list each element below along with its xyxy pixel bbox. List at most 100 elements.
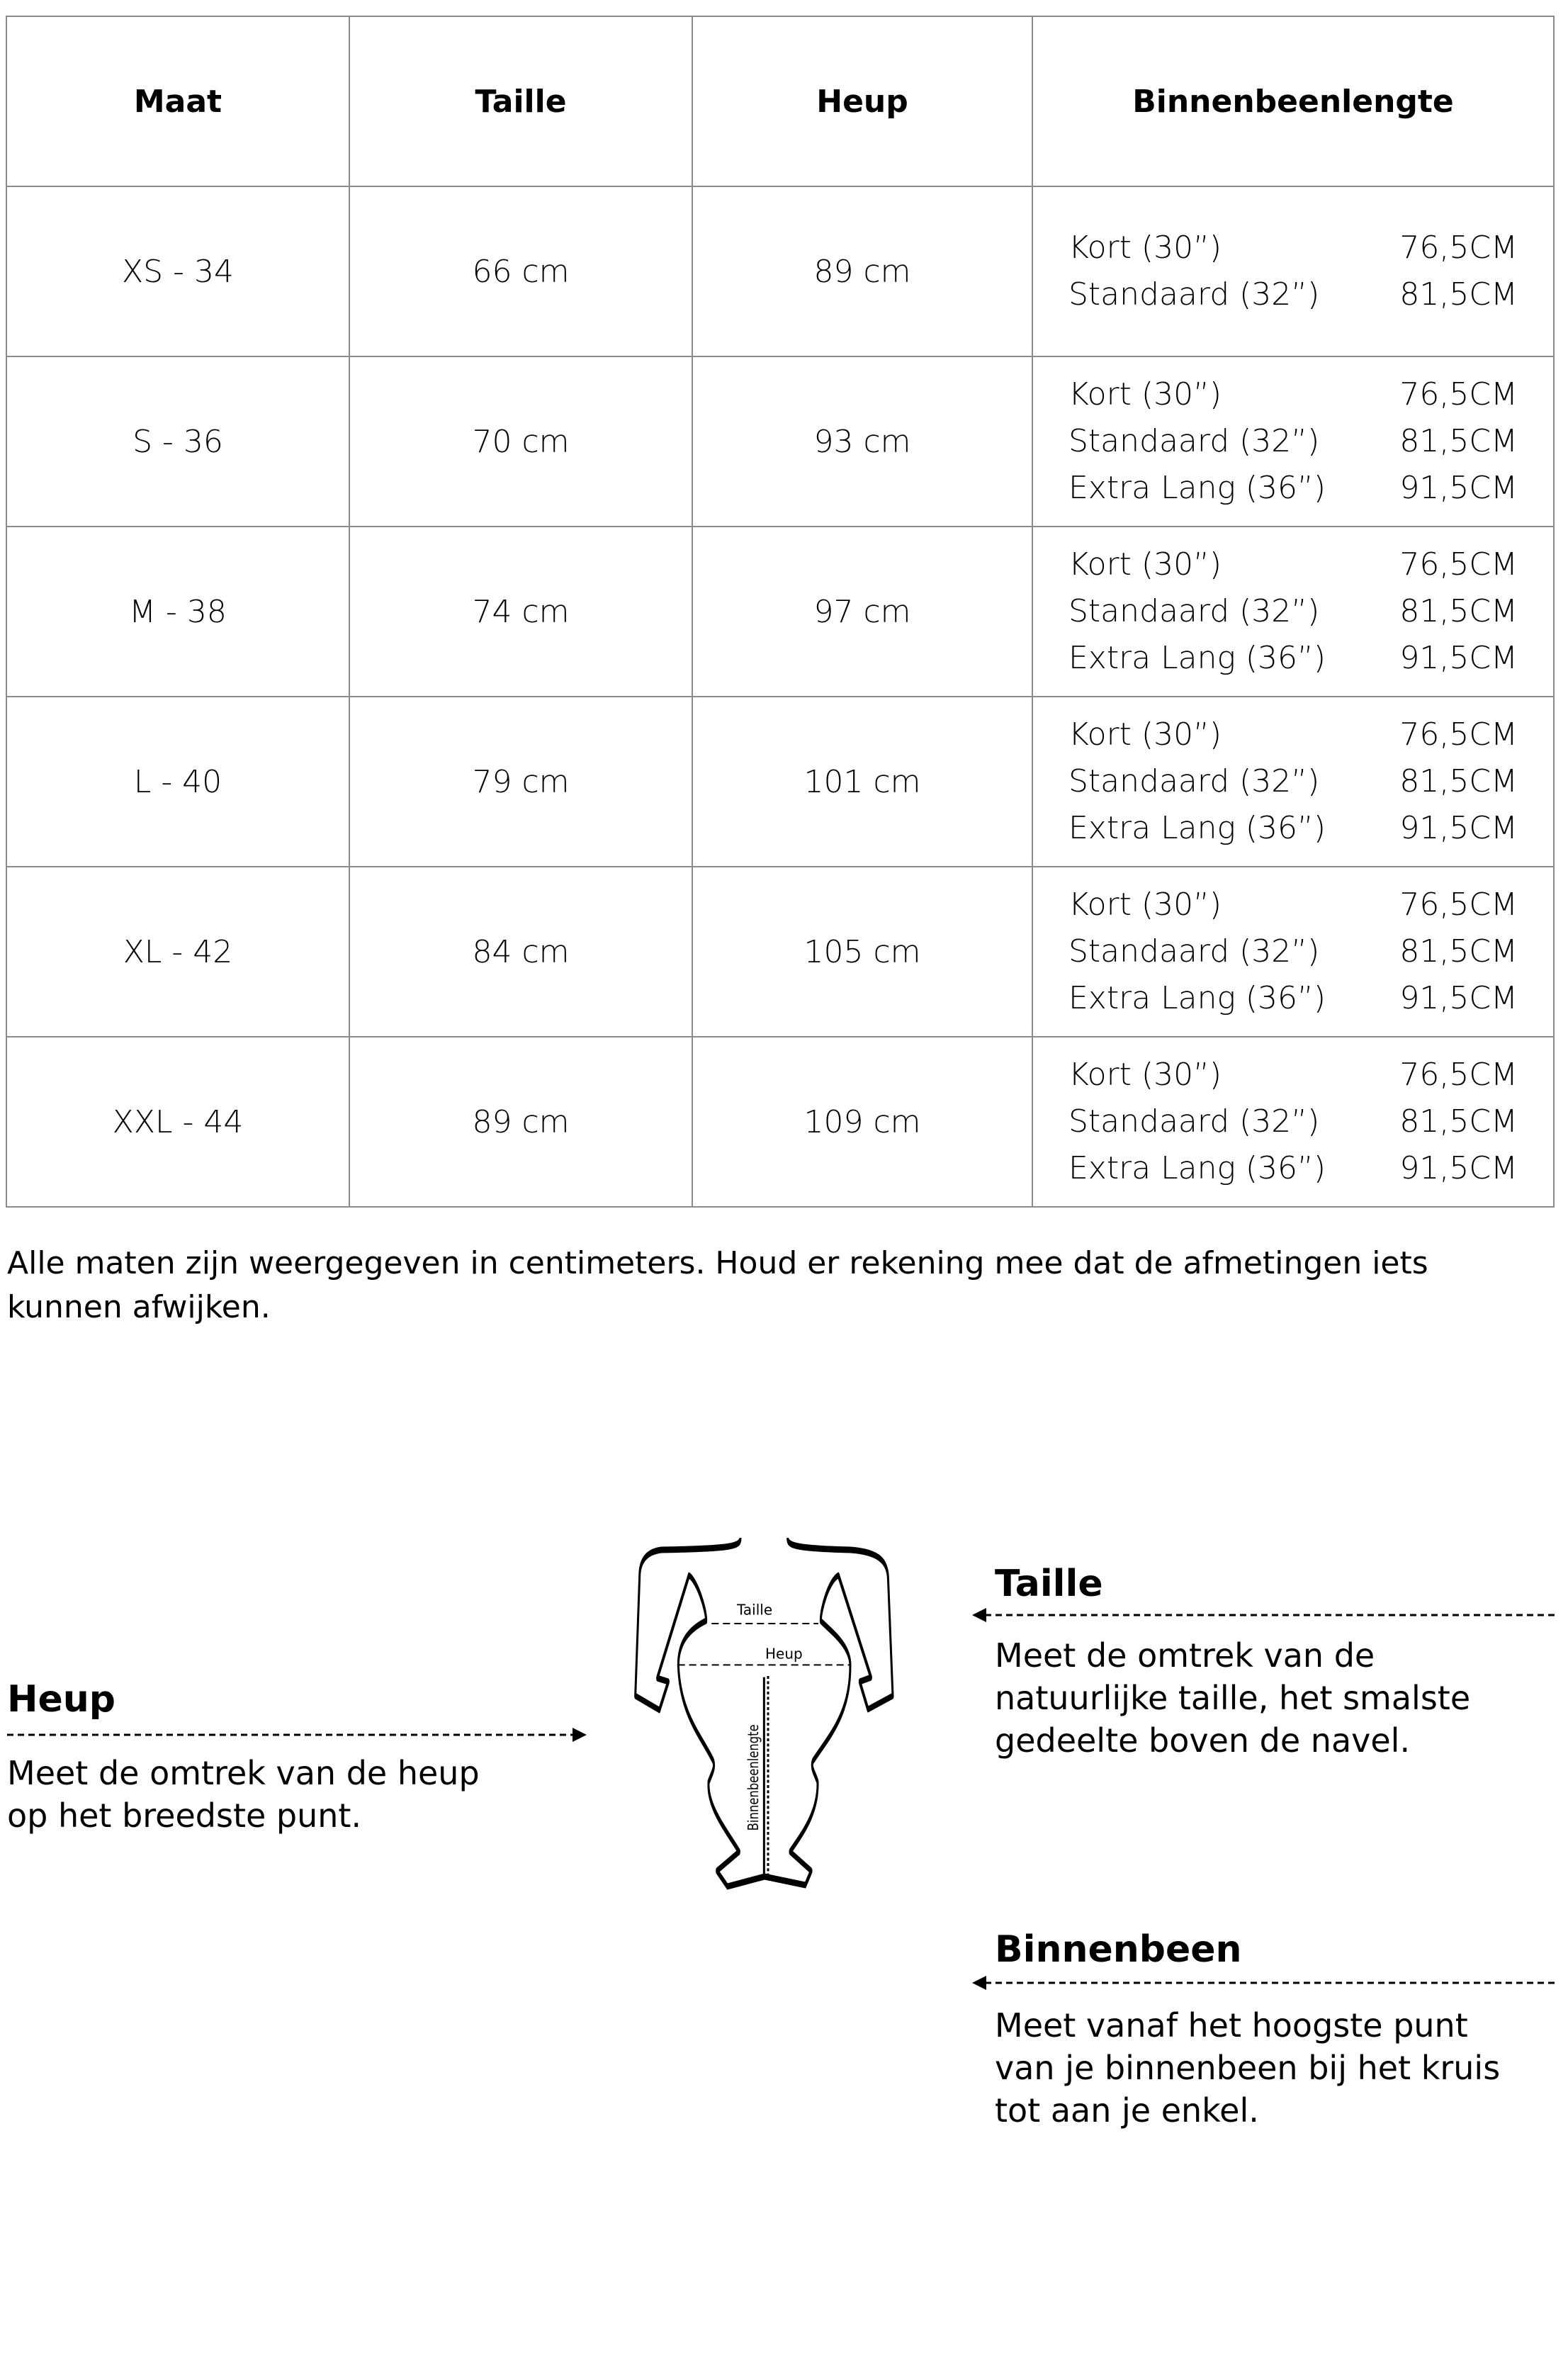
heup-title: Heup — [7, 1678, 116, 1721]
table-row: XXL - 44 89 cm 109 cm Kort (30”) 76,5CM Stand… — [6, 1036, 1555, 1208]
cell-waist: 70 cm — [349, 356, 693, 527]
inseam-value: 91,5CM — [1399, 470, 1518, 506]
inseam-option: Extra Lang (36”) 91,5CM — [1068, 467, 1518, 510]
cell-hip: 105 cm — [692, 866, 1033, 1037]
cell-hip: 109 cm — [692, 1036, 1033, 1208]
inseam-value: 76,5CM — [1399, 546, 1518, 583]
column-header: Maat — [6, 16, 350, 187]
inseam-value: 91,5CM — [1399, 810, 1518, 846]
inseam-option: Kort (30”) 76,5CM — [1068, 1054, 1518, 1096]
taille-line: natuurlijke taille, het smalste — [995, 1679, 1471, 1717]
binnenbeen-line: Meet vanaf het hoogste punt — [995, 2006, 1468, 2045]
inseam-label: Extra Lang (36”) — [1068, 810, 1326, 846]
cell-waist: 74 cm — [349, 526, 693, 697]
column-header: Heup — [692, 16, 1033, 187]
cell-size: XXL - 44 — [6, 1036, 350, 1208]
inseam-value: 81,5CM — [1399, 763, 1518, 799]
inseam-option: Standaard (32”) 81,5CM — [1068, 930, 1518, 973]
table-row: L - 40 79 cm 101 cm Kort (30”) 76,5CM Standaa… — [6, 696, 1555, 867]
body-figure-illustration: Taille Heup Binnenbeenlengte — [634, 1537, 894, 1890]
heup-line: op het breedste punt. — [7, 1796, 362, 1835]
taille-arrow — [972, 1608, 1559, 1622]
inseam-value: 81,5CM — [1399, 933, 1518, 969]
inseam-value: 76,5CM — [1399, 887, 1518, 923]
inseam-option: Extra Lang (36”) 91,5CM — [1068, 807, 1518, 850]
inseam-label: Standaard (32”) — [1068, 933, 1320, 969]
inseam-value: 91,5CM — [1399, 980, 1518, 1016]
binnenbeen-title: Binnenbeen — [995, 1928, 1242, 1971]
inseam-value: 81,5CM — [1399, 423, 1518, 459]
inseam-value: 81,5CM — [1399, 593, 1518, 629]
cell-inseam: Kort (30”) 76,5CM Standaard (32”) 81,5CM Ext… — [1032, 526, 1555, 697]
inseam-label: Standaard (32”) — [1068, 763, 1320, 799]
cell-inseam: Kort (30”) 76,5CM Standaard (32”) 81,5CM Ext… — [1032, 866, 1555, 1037]
inseam-option: Extra Lang (36”) 91,5CM — [1068, 637, 1518, 680]
cell-size: L - 40 — [6, 696, 350, 867]
heup-arrow — [7, 1728, 587, 1742]
inseam-option: Standaard (32”) 81,5CM — [1068, 760, 1518, 803]
heup-line: Meet de omtrek van de heup — [7, 1754, 480, 1792]
inseam-option: Kort (30”) 76,5CM — [1068, 714, 1518, 756]
cell-hip: 101 cm — [692, 696, 1033, 867]
inseam-option: Kort (30”) 76,5CM — [1068, 884, 1518, 926]
inseam-label: Extra Lang (36”) — [1068, 980, 1326, 1016]
inseam-label: Extra Lang (36”) — [1068, 640, 1326, 676]
inseam-value: 91,5CM — [1399, 1150, 1518, 1186]
cell-inseam: Kort (30”) 76,5CM Standaard (32”) 81,5CM — [1032, 186, 1555, 357]
inseam-option: Extra Lang (36”) 91,5CM — [1068, 977, 1518, 1020]
column-header: Taille — [349, 16, 693, 187]
binnenbeen-line: tot aan je enkel. — [995, 2091, 1259, 2130]
inseam-value: 81,5CM — [1399, 276, 1518, 313]
table-row: XL - 42 84 cm 105 cm Kort (30”) 76,5CM Standa… — [6, 866, 1555, 1037]
cell-hip: 93 cm — [692, 356, 1033, 527]
inseam-value: 91,5CM — [1399, 640, 1518, 676]
cell-hip: 89 cm — [692, 186, 1033, 357]
inseam-value: 81,5CM — [1399, 1103, 1518, 1140]
inseam-label: Standaard (32”) — [1068, 276, 1320, 313]
inseam-value: 76,5CM — [1399, 1057, 1518, 1093]
inseam-value: 76,5CM — [1399, 716, 1518, 753]
table-row: S - 36 70 cm 93 cm Kort (30”) 76,5CM Standaar… — [6, 356, 1555, 527]
inseam-label: Kort (30”) — [1068, 1057, 1222, 1093]
inseam-option: Standaard (32”) 81,5CM — [1068, 1101, 1518, 1143]
figure-label-heup: Heup — [765, 1646, 803, 1663]
taille-title: Taille — [995, 1563, 1103, 1605]
cell-inseam: Kort (30”) 76,5CM Standaard (32”) 81,5CM Ext… — [1032, 696, 1555, 867]
inseam-label: Standaard (32”) — [1068, 1103, 1320, 1140]
inseam-label: Kort (30”) — [1068, 716, 1222, 753]
cell-size: XS - 34 — [6, 186, 350, 357]
cell-size: S - 36 — [6, 356, 350, 527]
table-row: M - 38 74 cm 97 cm Kort (30”) 76,5CM Standaar… — [6, 526, 1555, 697]
cell-waist: 84 cm — [349, 866, 693, 1037]
inseam-option: Kort (30”) 76,5CM — [1068, 227, 1518, 269]
inseam-label: Standaard (32”) — [1068, 593, 1320, 629]
inseam-option: Standaard (32”) 81,5CM — [1068, 420, 1518, 463]
cell-inseam: Kort (30”) 76,5CM Standaard (32”) 81,5CM Ext… — [1032, 356, 1555, 527]
figure-label-taille: Taille — [736, 1601, 772, 1618]
column-header: Binnenbeenlengte — [1032, 16, 1555, 187]
inseam-label: Kort (30”) — [1068, 230, 1222, 266]
inseam-label: Standaard (32”) — [1068, 423, 1320, 459]
cell-size: XL - 42 — [6, 866, 350, 1037]
inseam-option: Standaard (32”) 81,5CM — [1068, 590, 1518, 633]
inseam-option: Extra Lang (36”) 91,5CM — [1068, 1147, 1518, 1190]
inseam-label: Kort (30”) — [1068, 546, 1222, 583]
binnenbeen-arrow — [972, 1976, 1559, 1990]
figure-label-binnenbeenlengte: Binnenbeenlengte — [745, 1724, 762, 1830]
taille-description: Meet de omtrek van de natuurlijke taille… — [995, 1634, 1470, 1762]
inseam-value: 76,5CM — [1399, 230, 1518, 266]
inseam-option: Kort (30”) 76,5CM — [1068, 373, 1518, 416]
inseam-label: Kort (30”) — [1068, 376, 1222, 412]
inseam-option: Standaard (32”) 81,5CM — [1068, 274, 1518, 316]
inseam-label: Kort (30”) — [1068, 887, 1222, 923]
taille-line: gedeelte boven de navel. — [995, 1721, 1411, 1760]
cell-hip: 97 cm — [692, 526, 1033, 697]
inseam-value: 76,5CM — [1399, 376, 1518, 412]
heup-description: Meet de omtrek van de heup op het breeds… — [7, 1752, 480, 1837]
cell-waist: 66 cm — [349, 186, 693, 357]
inseam-label: Extra Lang (36”) — [1068, 1150, 1326, 1186]
cell-waist: 79 cm — [349, 696, 693, 867]
cell-inseam: Kort (30”) 76,5CM Standaard (32”) 81,5CM Ext… — [1032, 1036, 1555, 1208]
size-table: Maat Taille Heup Binnenbeenlengte XS - 34 66… — [6, 16, 1555, 1208]
binnenbeen-line: van je binnenbeen bij het kruis — [995, 2049, 1501, 2087]
